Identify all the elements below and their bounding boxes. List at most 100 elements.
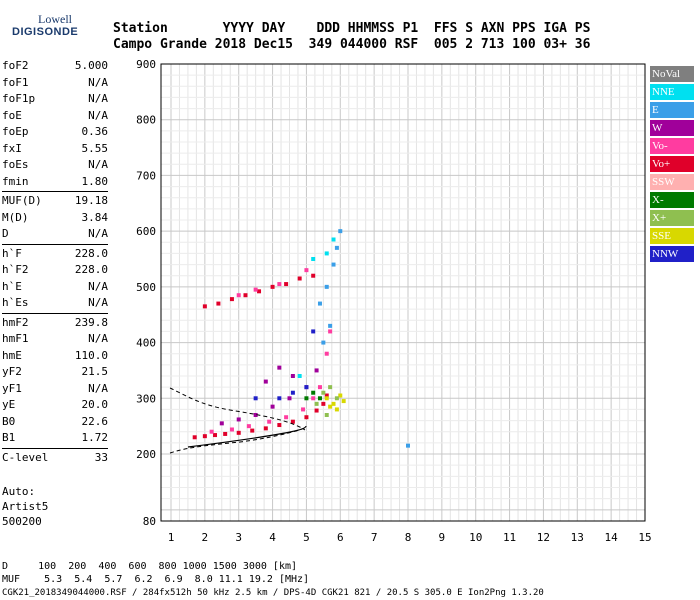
profile-lower-dashed <box>169 427 306 454</box>
param-label: hmF1 <box>2 332 29 345</box>
param-value: 5.55 <box>81 141 109 155</box>
echo-point <box>317 396 322 401</box>
param-value: 21.5 <box>81 365 109 378</box>
echo-point <box>324 284 329 289</box>
x-tick-label: 14 <box>605 531 619 544</box>
echo-point <box>253 287 258 292</box>
x-tick-label: 1 <box>168 531 175 544</box>
x-tick-label: 10 <box>469 531 482 544</box>
echo-point <box>328 385 333 390</box>
legend-item: NNW <box>650 246 694 262</box>
chart-ticks: 1 2 3 4 5 6 7 8 9 10 11 12 13 14 158020030040050060070… <box>136 58 652 544</box>
echo-point <box>277 396 282 401</box>
echo-point <box>277 282 282 287</box>
x-tick-label: 5 <box>303 531 310 544</box>
x-tick-label: 11 <box>503 531 516 544</box>
header-row-labels: Station YYYY DAY DDD HHMMSS P1 FFS S AXN… <box>113 21 591 36</box>
legend-item: X- <box>650 192 694 208</box>
param-row: foEp 0.36 <box>2 124 108 140</box>
param-label: D <box>2 227 9 240</box>
x-tick-label: 13 <box>571 531 584 544</box>
param-row: h`E N/A <box>2 279 108 295</box>
footer-muf-row: MUF 5.3 5.4 5.7 6.2 6.9 8.0 11.1 19.2 [M… <box>2 574 310 585</box>
legend-item: SSE <box>650 228 694 244</box>
y-tick-label: 800 <box>136 114 156 127</box>
echo-point <box>192 435 197 440</box>
param-label: h`Es <box>2 296 29 309</box>
echo-point <box>297 374 302 378</box>
y-tick-label: 600 <box>136 225 156 238</box>
echo-point <box>284 415 289 420</box>
param-label: MUF(D) <box>2 194 42 207</box>
echo-point <box>324 396 329 401</box>
param-label: foF2 <box>2 59 29 72</box>
autoscale-info: Auto: Artist5 500200 <box>2 484 48 529</box>
echo-point <box>304 385 309 390</box>
param-label: B0 <box>2 414 16 428</box>
x-tick-label: 15 <box>638 531 651 544</box>
param-label: fxI <box>2 141 22 155</box>
chart-frame <box>160 63 646 522</box>
param-row: foEs N/A <box>2 157 108 173</box>
echo-point <box>311 329 316 334</box>
echo-point <box>338 229 343 234</box>
echo-point <box>304 396 309 401</box>
echo-point <box>236 430 241 435</box>
param-label: foF1p <box>2 92 36 105</box>
chart-points <box>192 229 410 448</box>
param-row: yF1 N/A <box>2 381 108 397</box>
profile-upper-dashed <box>169 387 306 431</box>
legend-item: SSW <box>650 174 694 190</box>
echo-point <box>253 413 258 417</box>
param-value: N/A <box>88 227 108 240</box>
echo-point <box>324 351 329 356</box>
echo-point <box>250 428 255 433</box>
param-row: D N/A <box>2 226 108 242</box>
x-tick-label: 4 <box>269 531 276 544</box>
x-tick-label: 7 <box>371 531 378 544</box>
logo-lowell-text: Lowell <box>38 12 72 26</box>
param-value: N/A <box>88 279 108 293</box>
param-row: hmF1 N/A <box>2 331 108 347</box>
autoscale-label: Auto: <box>2 485 36 498</box>
echo-point <box>213 433 218 438</box>
echo-point <box>202 304 207 309</box>
echo-point <box>334 245 339 250</box>
param-row: hmE 110.0 <box>2 348 108 364</box>
echo-point <box>223 431 228 436</box>
echo-point <box>209 429 214 434</box>
echo-point <box>317 301 322 306</box>
param-row: M(D) 3.84 <box>2 210 108 226</box>
legend-item: Vo- <box>650 138 694 154</box>
echo-point <box>263 426 268 431</box>
param-value: 1.80 <box>81 174 109 188</box>
param-row: B1 1.72 <box>2 430 108 446</box>
echo-point <box>236 417 241 422</box>
echo-point <box>314 368 319 373</box>
param-value: N/A <box>88 296 108 309</box>
param-label: hmF2 <box>2 315 29 329</box>
echo-point <box>257 289 262 294</box>
legend-item: W <box>650 120 694 136</box>
echo-point <box>219 421 224 426</box>
param-row: hmF2 239.8 <box>2 315 108 331</box>
param-value: N/A <box>88 332 108 345</box>
echo-point <box>338 393 343 398</box>
echo-point <box>290 419 295 424</box>
param-row: MUF(D) 19.18 <box>2 193 108 209</box>
param-value: 5.000 <box>74 59 108 72</box>
param-value: N/A <box>88 92 108 105</box>
param-label: foEs <box>2 158 29 171</box>
param-separator <box>2 447 108 449</box>
echo-point <box>324 251 329 256</box>
param-value: 33 <box>94 450 108 464</box>
echo-point <box>270 404 275 409</box>
x-tick-label: 12 <box>537 531 550 544</box>
footer-distance-row: D 100 200 400 600 800 1000 1500 3000 [km… <box>2 561 298 572</box>
legend-item: X+ <box>650 210 694 226</box>
echo-point <box>243 293 248 298</box>
logo-digisonde-text: DIGISONDE <box>12 26 79 38</box>
param-label: C-level <box>2 450 49 464</box>
y-tick-label: 200 <box>136 448 156 461</box>
echo-point <box>284 282 289 287</box>
